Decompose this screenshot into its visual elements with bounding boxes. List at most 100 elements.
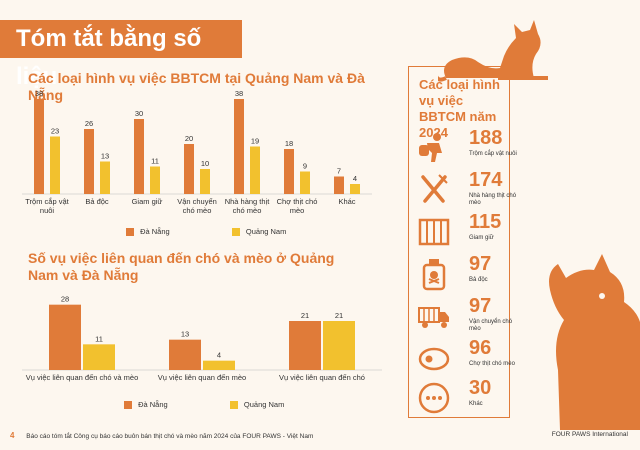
footer-brand: FOUR PAWS International: [551, 431, 628, 438]
legend-swatch-danang: [124, 401, 132, 410]
category-label: Trộm cắp vật nuôi: [25, 197, 69, 215]
stat-value: 30: [469, 377, 492, 399]
stat-label: Khác: [469, 401, 483, 407]
stat-value: 174: [469, 169, 503, 191]
bar-quangnam: [83, 344, 115, 370]
legend-swatch-quangnam: [231, 228, 240, 237]
legend-swatch-danang: [126, 228, 134, 237]
stat-value: 188: [469, 127, 503, 149]
category-label: Bả độc: [85, 197, 109, 206]
legend-label-quangnam: Quảng Nam: [245, 227, 287, 236]
bar-value-label: 21: [335, 311, 343, 320]
cage-icon: [418, 218, 450, 246]
stat-other: 30 Khác: [417, 377, 509, 419]
legend-swatch-quangnam: [229, 401, 238, 410]
legend-label-quangnam: Quảng Nam: [243, 400, 285, 409]
stat-theft: 188 Trộm cắp vật nuôi: [417, 127, 517, 169]
chart-dog-cat-incidents: 28 11 13 4 21 21: [22, 295, 382, 371]
chart1-legend: Đà Nẵng Quảng Nam: [126, 227, 287, 237]
bar-value-label: 9: [303, 162, 307, 171]
bar-value-label: 10: [201, 159, 209, 168]
bar-value-label: 23: [51, 127, 59, 136]
bar-danang: [234, 99, 244, 194]
stat-poison: 97 Bả độc: [417, 253, 509, 295]
bar-value-label: 18: [285, 139, 293, 148]
page-title: Tóm tắt bằng số liệu: [0, 20, 242, 90]
chart2-legend: Đà Nẵng Quảng Nam: [124, 400, 285, 410]
bar-value-label: 28: [61, 295, 69, 304]
page-number: 4: [10, 431, 15, 440]
stat-label: Bả độc: [469, 277, 488, 283]
chart1-title: Các loại hình vụ việc BBTCM tại Quảng Na…: [28, 70, 365, 103]
stat-value: 97: [469, 253, 492, 275]
bar-quangnam: [323, 321, 355, 370]
bar-quangnam: [100, 161, 110, 194]
stat-label: Nhà hàng thịt chó mèo: [469, 193, 517, 206]
bar-danang: [284, 149, 294, 194]
bar-quangnam: [200, 169, 210, 194]
category-label: Vận chuyển chó mèo: [177, 197, 217, 215]
category-label: Khác: [338, 197, 356, 206]
category-label: Giam giữ: [131, 197, 163, 206]
category-label: Vụ việc liên quan đến chó và mèo: [25, 373, 139, 382]
footer: 4 Báo cáo tóm tắt Công cụ báo cáo buôn b…: [10, 431, 313, 440]
chart2-title: Số vụ việc liên quan đến chó và mèo ở Qu…: [28, 250, 335, 283]
stat-label: Trộm cắp vật nuôi: [469, 151, 517, 157]
poison-icon: [422, 259, 446, 291]
bar-danang: [34, 99, 44, 194]
stat-label: Vận chuyển chó mèo: [469, 319, 513, 332]
stat-transport: 97 Vận chuyển chó mèo: [417, 295, 512, 337]
bar-quangnam: [250, 146, 260, 194]
bar-danang: [49, 304, 81, 370]
stat-label: Giam giữ: [469, 235, 494, 241]
bar-value-label: 4: [353, 174, 357, 183]
bar-value-label: 19: [251, 137, 259, 146]
bar-value-label: 20: [185, 134, 193, 143]
bar-value-label: 30: [135, 109, 143, 118]
category-label: Nhà hàng thịt chó mèo: [224, 197, 270, 215]
stat-value: 97: [469, 295, 492, 317]
bar-danang: [134, 119, 144, 194]
category-label: Chợ thịt chó mèo: [276, 197, 318, 215]
footer-text: Báo cáo tóm tắt Công cụ báo cáo buôn bán…: [26, 433, 314, 440]
bar-value-label: 11: [151, 157, 159, 166]
thief-icon: [419, 133, 442, 162]
bar-value-label: 13: [181, 330, 189, 339]
category-label: Vụ việc liên quan đến mèo: [157, 373, 247, 382]
meat-icon: [418, 347, 450, 371]
bar-danang: [334, 176, 344, 194]
legend-label-danang: Đà Nẵng: [138, 400, 168, 409]
bar-value-label: 7: [337, 167, 341, 176]
category-label: Vụ việc liên quan đến chó: [279, 373, 365, 382]
bar-danang: [169, 339, 201, 370]
bar-value-label: 21: [301, 311, 309, 320]
stats-panel: Các loại hình vụ việc BBTCM năm 2024 188…: [408, 66, 517, 419]
bar-value-label: 11: [95, 334, 103, 343]
legend-label-danang: Đà Nẵng: [140, 227, 170, 236]
bar-quangnam: [300, 171, 310, 194]
bar-quangnam: [50, 136, 60, 194]
bar-danang: [184, 144, 194, 194]
bar-quangnam: [150, 166, 160, 194]
bar-value-label: 38: [235, 89, 243, 98]
stat-detention: 115 Giam giữ: [417, 211, 509, 253]
cat-silhouette-icon: [438, 20, 548, 82]
bar-value-label: 4: [217, 351, 221, 360]
stat-value: 96: [469, 337, 492, 359]
stat-restaurant: 174 Nhà hàng thịt chó mèo: [417, 169, 516, 211]
bar-value-label: 26: [85, 119, 93, 128]
bar-value-label: 13: [101, 152, 109, 161]
stat-market: 96 Chợ thịt chó mèo: [417, 337, 515, 379]
bar-quangnam: [203, 360, 235, 370]
bar-value-label: 38: [35, 89, 43, 98]
more-icon: [418, 382, 450, 414]
bar-danang: [289, 321, 321, 370]
stat-value: 115: [469, 211, 502, 233]
bar-quangnam: [350, 184, 360, 194]
dog-silhouette-icon: [549, 254, 640, 430]
chart-incident-types: 38 23 26 13 30 11 20 10 38 19 18 9 7 4: [22, 89, 372, 195]
bar-danang: [84, 129, 94, 194]
stat-label: Chợ thịt chó mèo: [469, 361, 515, 367]
utensils-icon: [421, 174, 448, 203]
truck-icon: [418, 307, 449, 328]
